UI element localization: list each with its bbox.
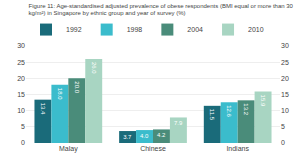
svg-text:Malay: Malay [59,145,78,153]
svg-text:13.4: 13.4 [40,103,46,115]
svg-text:Indians: Indians [226,145,249,152]
svg-text:1992: 1992 [66,26,82,33]
svg-text:0: 0 [21,139,25,146]
svg-text:15: 15 [281,91,289,98]
svg-text:13.2: 13.2 [243,103,249,115]
svg-text:5: 5 [21,123,25,130]
svg-text:10: 10 [17,107,25,114]
svg-text:5: 5 [281,123,285,130]
svg-text:20.0: 20.0 [74,81,80,93]
svg-text:4.0: 4.0 [140,133,149,139]
svg-text:26.0: 26.0 [91,62,97,74]
svg-text:3.7: 3.7 [123,134,132,140]
svg-text:10: 10 [281,107,289,114]
svg-text:25: 25 [281,59,289,66]
svg-text:1998: 1998 [127,26,143,33]
svg-text:Chinese: Chinese [140,145,166,152]
svg-text:2004: 2004 [187,26,203,33]
svg-text:0: 0 [281,139,285,146]
svg-text:25: 25 [17,59,25,66]
svg-text:Figure 11: Age-standardised ad: Figure 11: Age-standardised adjusted pre… [29,3,294,17]
svg-text:18.0: 18.0 [57,88,63,100]
svg-text:20: 20 [17,75,25,82]
svg-text:12.6: 12.6 [226,105,232,117]
svg-text:11.5: 11.5 [209,109,215,121]
svg-text:7.9: 7.9 [174,120,183,126]
svg-text:15.9: 15.9 [260,95,266,107]
svg-text:30: 30 [17,42,25,49]
svg-text:15: 15 [17,91,25,98]
svg-text:4.2: 4.2 [157,132,166,138]
svg-text:30: 30 [281,42,289,49]
svg-text:2010: 2010 [248,26,264,33]
svg-text:20: 20 [281,75,289,82]
